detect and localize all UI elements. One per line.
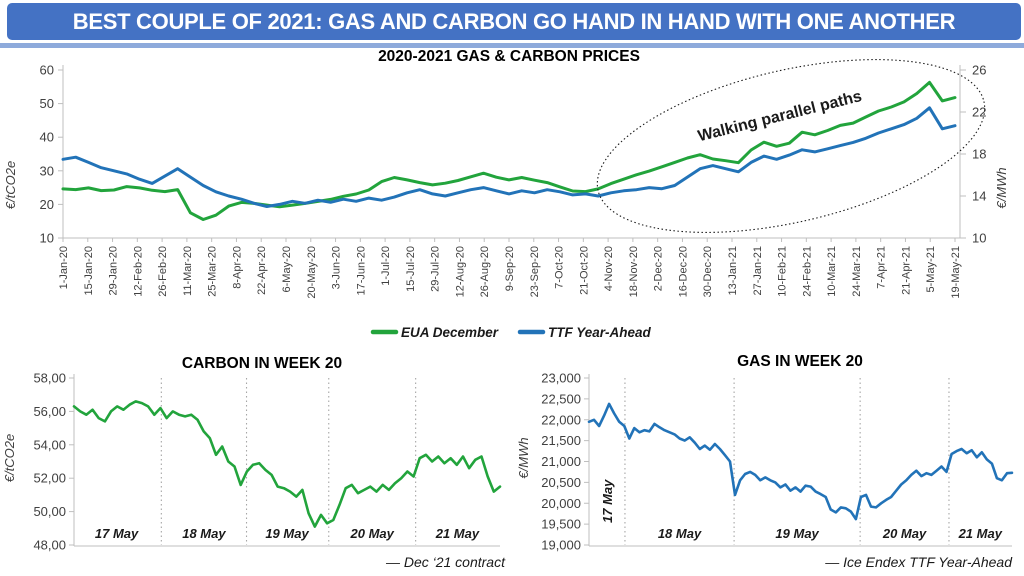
x-tick-label: 10-Mar-21 xyxy=(826,246,838,297)
y-tick-label: 19,000 xyxy=(541,538,581,553)
x-tick-label: 26-Aug-20 xyxy=(479,246,491,297)
y-tick-label: 22 xyxy=(972,105,986,120)
series-line-ttf xyxy=(61,106,957,208)
day-label: 17 May xyxy=(95,526,139,541)
x-tick-label: 16-Dec-20 xyxy=(677,246,689,297)
banner-title: BEST COUPLE OF 2021: GAS AND CARBON GO H… xyxy=(72,8,956,34)
y-tick-label: 54,00 xyxy=(33,437,66,452)
gas-week-chart: GAS IN WEEK 20 23,000 22,500 22,000 21,500 21… xyxy=(516,353,1014,570)
day-label: 18 May xyxy=(658,526,702,541)
x-tick-label: 30-Dec-20 xyxy=(702,246,714,297)
y-tick-label: 26 xyxy=(972,63,986,78)
y-tick-label: 23,000 xyxy=(541,371,581,386)
y-tick-label: 58,00 xyxy=(33,371,66,386)
right-axis-title: €/MWh xyxy=(994,167,1009,208)
x-tick-label: 15-Jan-20 xyxy=(83,246,95,296)
series-line xyxy=(587,402,1014,521)
y-tick-label: 48,00 xyxy=(33,538,66,553)
x-tick-label: 13-Jan-21 xyxy=(727,246,739,296)
left-axis-title: €/tCO2e xyxy=(3,161,18,209)
chart-title: 2020-2021 GAS & CARBON PRICES xyxy=(378,48,640,65)
y-tick-label: 18 xyxy=(972,147,986,162)
y-tick-label: 56,00 xyxy=(33,404,66,419)
x-tick-label: 12-Feb-20 xyxy=(132,246,144,297)
chart-caption: — Ice Endex TTF Year-Ahead xyxy=(824,554,1013,570)
x-tick-label: 24-Feb-21 xyxy=(801,246,813,297)
x-tick-label: 27-Jan-21 xyxy=(752,246,764,296)
y-axis-title: €/tCO2e xyxy=(2,434,17,482)
day-label: 20 May xyxy=(882,526,927,541)
x-tick-label: 7-Oct-20 xyxy=(554,246,566,289)
x-tick-label: 7-Apr-21 xyxy=(876,246,888,289)
banner-accent-strip xyxy=(0,43,1024,48)
x-tick-label: 12-Aug-20 xyxy=(454,246,466,297)
y-tick-label: 40 xyxy=(40,130,54,145)
x-tick-label: 23-Sep-20 xyxy=(529,246,541,297)
x-tick-label: 15-Jul-20 xyxy=(405,246,417,292)
y-tick-label: 10 xyxy=(972,231,986,246)
x-tick-label: 20-May-20 xyxy=(306,246,318,299)
y-tick-label: 19,500 xyxy=(541,517,581,532)
series-line-eua xyxy=(61,80,957,221)
carbon-week-chart: CARBON IN WEEK 20 58,00 56,00 54,00 52,00 50,… xyxy=(2,355,506,570)
x-tick-label: 21-Oct-20 xyxy=(578,246,590,295)
x-tick-label: 9-Sep-20 xyxy=(504,246,516,291)
chart-title: GAS IN WEEK 20 xyxy=(737,353,863,370)
x-tick-label: 24-Mar-21 xyxy=(851,246,863,297)
legend-label: EUA December xyxy=(401,325,499,340)
x-tick-label: 5-May-21 xyxy=(925,246,937,292)
series-line xyxy=(72,400,502,528)
day-label: 18 May xyxy=(182,526,226,541)
y-tick-label: 21,000 xyxy=(541,454,581,469)
x-tick-label: 3-Jun-20 xyxy=(331,246,343,289)
x-tick-label: 22-Apr-20 xyxy=(256,246,268,295)
annotation-ellipse xyxy=(596,59,986,233)
y-tick-label: 22,000 xyxy=(541,412,581,427)
x-tick-label: 11-Mar-20 xyxy=(182,246,194,296)
x-tick-label: 29-Jul-20 xyxy=(430,246,442,292)
x-tick-label: 2-Dec-20 xyxy=(653,246,665,291)
day-label: 19 May xyxy=(775,526,819,541)
x-tick-label: 10-Feb-21 xyxy=(777,246,789,297)
annotation-text: Walking parallel paths xyxy=(696,88,864,145)
y-axis-title: €/MWh xyxy=(516,437,531,478)
y-tick-label: 20 xyxy=(40,197,54,212)
x-tick-label: 29-Jan-20 xyxy=(108,246,120,296)
y-tick-label: 22,500 xyxy=(541,391,581,406)
day-label: 20 May xyxy=(350,526,395,541)
x-tick-label: 26-Feb-20 xyxy=(157,246,169,297)
x-tick-label: 25-Mar-20 xyxy=(207,246,219,297)
x-tick-label: 21-Apr-21 xyxy=(900,246,912,295)
y-tick-label: 10 xyxy=(40,231,54,246)
day-label: 21 May xyxy=(958,526,1003,541)
y-tick-label: 20,500 xyxy=(541,475,581,490)
x-tick-label: 4-Nov-20 xyxy=(603,246,615,291)
y-tick-label: 52,00 xyxy=(33,471,66,486)
title-banner: BEST COUPLE OF 2021: GAS AND CARBON GO H… xyxy=(7,3,1021,40)
x-tick-label: 1-Jul-20 xyxy=(380,246,392,286)
x-tick-label: 18-Nov-20 xyxy=(628,246,640,297)
y-tick-label: 60 xyxy=(40,63,54,78)
day-label: 17 May xyxy=(600,479,615,523)
x-tick-label: 19-May-21 xyxy=(950,246,962,299)
y-tick-label: 50,00 xyxy=(33,504,66,519)
x-tick-label: 6-May-20 xyxy=(281,246,293,292)
day-label: 19 May xyxy=(265,526,309,541)
day-label: 21 May xyxy=(435,526,480,541)
chart-title: CARBON IN WEEK 20 xyxy=(182,355,342,372)
main-gas-carbon-chart: 2020-2021 GAS & CARBON PRICES 10 20 30 40 50 6… xyxy=(3,48,1009,340)
y-tick-label: 30 xyxy=(40,163,54,178)
y-tick-label: 20,000 xyxy=(541,496,581,511)
chart-caption: — Dec ‘21 contract xyxy=(385,554,506,570)
x-tick-label: 17-Jun-20 xyxy=(355,246,367,296)
y-tick-label: 50 xyxy=(40,96,54,111)
x-tick-label: 8-Apr-20 xyxy=(231,246,243,289)
y-tick-label: 14 xyxy=(972,189,986,204)
x-tick-label: 1-Jan-20 xyxy=(58,246,70,289)
legend-label: TTF Year-Ahead xyxy=(548,325,652,340)
y-tick-label: 21,500 xyxy=(541,433,581,448)
